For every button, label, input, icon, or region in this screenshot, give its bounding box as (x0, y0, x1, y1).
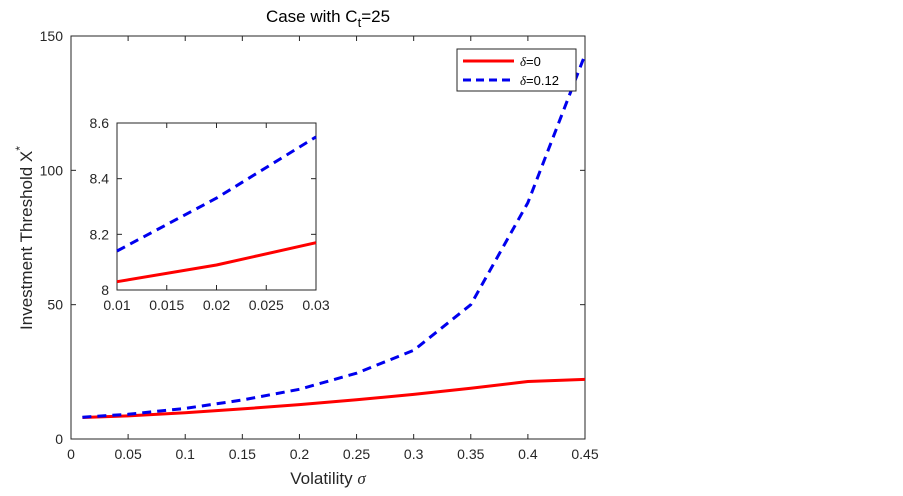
main-y-tick-label: 100 (40, 162, 64, 178)
inset-x-tick-label: 0.01 (103, 297, 130, 313)
main-x-tick-label: 0.05 (114, 446, 141, 462)
main-x-tick-label: 0.2 (290, 446, 310, 462)
main-series-line-0 (82, 377, 586, 419)
main-x-tick-label: 0 (67, 446, 75, 462)
inset-x-tick-label: 0.03 (302, 297, 329, 313)
main-x-tick-label: 0.35 (457, 446, 484, 462)
inset-series-line-1 (116, 135, 317, 253)
main-x-tick-label: 0.45 (571, 446, 598, 462)
main-x-tick-label: 0.15 (229, 446, 256, 462)
legend-label-delta-012: δ=0.12 (520, 73, 559, 88)
main-y-tick-label: 150 (40, 28, 64, 44)
main-y-tick-label: 50 (47, 297, 63, 313)
main-x-tick-label: 0.1 (175, 446, 195, 462)
inset-y-tick-label: 8 (101, 282, 109, 298)
inset-y-tick-label: 8.6 (90, 115, 110, 131)
main-x-tick-label: 0.25 (343, 446, 370, 462)
inset-x-tick-label: 0.015 (149, 297, 184, 313)
inset-x-tick-label: 0.02 (203, 297, 230, 313)
legend: δ=0 δ=0.12 (456, 48, 577, 92)
chart-title: Case with Ct=25 (266, 7, 390, 30)
inset-series-line-0 (116, 241, 317, 284)
main-series-line-1 (82, 54, 587, 419)
x-axis-label: Volatility σ (290, 469, 366, 488)
main-x-tick-label: 0.3 (404, 446, 424, 462)
inset-x-tick-label: 0.025 (249, 297, 284, 313)
main-y-tick-label: 0 (55, 431, 63, 447)
legend-box (456, 48, 577, 92)
y-axis-label: Investment Threshold X* (13, 146, 36, 330)
main-x-tick-label: 0.4 (518, 446, 538, 462)
inset-y-tick-label: 8.2 (90, 226, 110, 242)
legend-label-delta-0: δ=0 (520, 54, 541, 69)
inset-y-tick-label: 8.4 (90, 171, 110, 187)
inset-plot-area (116, 122, 317, 291)
